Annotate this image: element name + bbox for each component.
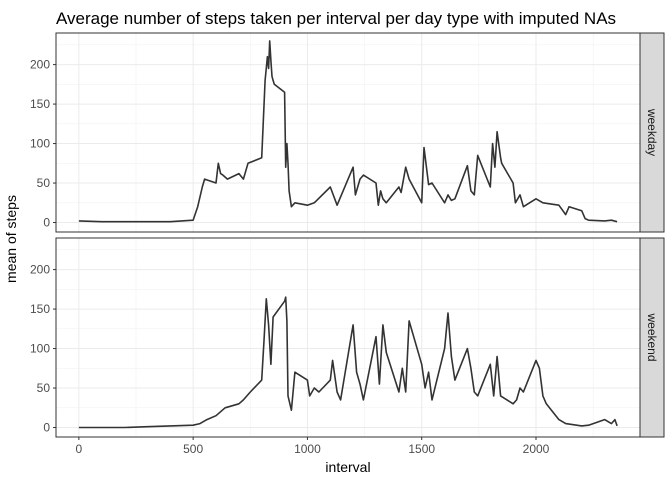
chart-title: Average number of steps taken per interv… bbox=[56, 9, 616, 28]
y-tick-label: 0 bbox=[43, 421, 50, 435]
y-tick-label: 100 bbox=[30, 342, 50, 356]
y-tick-label: 150 bbox=[30, 302, 50, 316]
y-tick-label: 200 bbox=[30, 263, 50, 277]
y-tick-label: 50 bbox=[37, 381, 51, 395]
series-line-weekday bbox=[78, 40, 618, 223]
panel-background bbox=[56, 33, 640, 232]
x-tick-label: 1500 bbox=[408, 442, 435, 456]
series-line-weekend bbox=[78, 296, 618, 429]
y-tick-label: 100 bbox=[30, 137, 50, 151]
y-tick-label: 200 bbox=[30, 58, 50, 72]
facet-strip bbox=[639, 237, 665, 438]
facet-panel-weekend: weekend 0 50 100 150 200 bbox=[30, 237, 665, 438]
facet-panel-weekday: weekday 0 50 100 150 200 bbox=[30, 32, 665, 233]
y-tick-label: 0 bbox=[43, 216, 50, 230]
facet-strip bbox=[639, 32, 665, 233]
facet-label-weekday: weekday bbox=[645, 108, 659, 156]
x-axis-title: interval bbox=[325, 459, 370, 475]
y-tick-label: 50 bbox=[37, 176, 51, 190]
x-tick-label: 0 bbox=[76, 442, 83, 456]
x-axis: 0 500 1000 1500 2000 bbox=[76, 437, 550, 456]
x-tick-label: 500 bbox=[183, 442, 203, 456]
x-tick-label: 1000 bbox=[294, 442, 321, 456]
facet-label-weekend: weekend bbox=[645, 312, 659, 361]
panel-background bbox=[56, 238, 640, 437]
y-tick-label: 150 bbox=[30, 97, 50, 111]
y-axis-title: mean of steps bbox=[3, 195, 19, 283]
x-tick-label: 2000 bbox=[523, 442, 550, 456]
